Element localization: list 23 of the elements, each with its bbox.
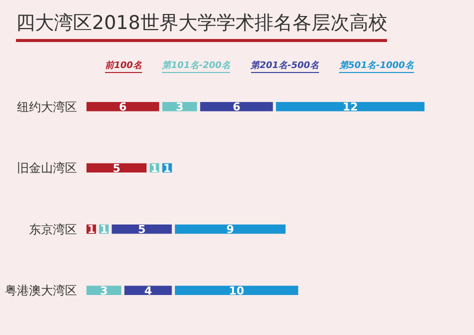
data-label: 9 [226,223,234,236]
text: 第101名-200名 [162,59,230,73]
y-tick-label: 旧金山湾区 [17,161,77,176]
data-label: 4 [144,284,152,298]
data-label: 1 [150,162,158,175]
text: 前100名 [105,59,142,73]
data-label: 3 [176,100,184,114]
data-label: 1 [163,162,171,175]
y-tick-label: 东京湾区 [29,222,77,236]
y-tick-label: 粤港澳大湾区 [5,284,77,298]
text: 第501名-1000名 [339,59,414,73]
data-label: 1 [100,223,108,236]
data-label: 3 [100,284,108,298]
data-label: 12 [342,100,358,114]
data-label: 5 [112,162,120,175]
y-tick-label: 纽约大湾区 [17,100,77,114]
data-label: 1 [87,223,96,236]
data-label: 6 [232,100,241,114]
chart-title: 四大湾区2018世界大学学术排名各层次高校 [16,10,388,42]
data-label: 5 [138,223,146,236]
text: 第201名-500名 [250,59,320,73]
data-label: 6 [119,100,128,114]
data-label: 10 [228,284,245,298]
